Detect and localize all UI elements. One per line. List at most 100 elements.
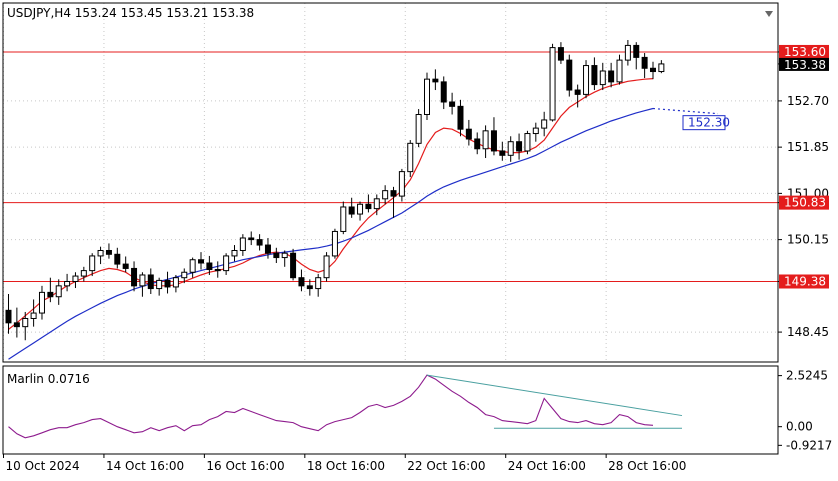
panel-frames: [2, 2, 779, 455]
candle-body: [432, 78, 439, 83]
candle-body: [256, 239, 263, 246]
bull-candle: [281, 250, 288, 267]
candle-body: [206, 262, 213, 271]
ma-forecast-line: [652, 107, 719, 115]
bull-candle: [80, 266, 87, 282]
candle-body: [541, 119, 548, 129]
current-price-tag: [779, 57, 829, 71]
bear-candle: [474, 132, 481, 155]
bull-candle: [331, 228, 338, 259]
bear-candle: [122, 256, 129, 273]
bull-candle: [22, 311, 29, 341]
time-tick-label: 28 Oct 16:00: [608, 459, 686, 473]
candle-body: [608, 70, 615, 83]
dropdown-triangle-icon[interactable]: [765, 11, 773, 17]
indicator-panel-frame: [2, 365, 779, 455]
candle-body: [72, 275, 79, 282]
bull-candle: [549, 43, 556, 122]
candle-body: [64, 280, 71, 287]
bull-candle: [323, 252, 330, 282]
bear-candle: [306, 279, 313, 296]
target-price-label: 152.30: [688, 116, 730, 130]
candle-body: [373, 198, 380, 210]
candle-body: [164, 279, 171, 288]
price-tick-label: 150.15: [787, 233, 829, 247]
bear-candle: [566, 54, 573, 97]
bull-candle: [624, 39, 631, 66]
bear-candle: [147, 268, 154, 295]
bull-candle: [97, 246, 104, 265]
time-tick-label: 24 Oct 16:00: [508, 459, 586, 473]
bear-candle: [348, 197, 355, 218]
bear-candle: [574, 84, 581, 108]
candle-body: [557, 47, 564, 61]
candle-body: [323, 255, 330, 279]
axes: 153.60153.38152.70151.85151.00150.83150.…: [3, 44, 832, 473]
bear-candle: [131, 261, 138, 292]
bull-candle: [424, 72, 430, 120]
candle-body: [583, 65, 590, 95]
candle-body: [181, 271, 188, 279]
candle-body: [474, 138, 481, 150]
candle-body: [105, 249, 112, 255]
candle-body: [357, 203, 364, 215]
candle-body: [114, 253, 121, 265]
candle-body: [331, 230, 338, 257]
bear-candle: [557, 42, 564, 64]
candle-body: [340, 206, 347, 232]
candle-body: [440, 81, 447, 103]
bull-candle: [599, 62, 606, 91]
bull-candle: [89, 253, 96, 277]
candle-body: [390, 190, 397, 197]
candle-body: [424, 78, 430, 116]
candle-body: [239, 237, 246, 251]
level-price-tag: [779, 195, 829, 210]
bull-candle: [181, 268, 188, 284]
marlin-indicator: [8, 374, 683, 439]
candle-body: [264, 244, 271, 254]
level-price-label: 149.38: [784, 274, 826, 288]
bear-candle: [198, 252, 205, 270]
bear-candle: [457, 99, 464, 137]
current-price-label: 153.38: [784, 58, 826, 72]
bear-candle: [641, 53, 648, 79]
candle-body: [5, 309, 12, 324]
chart-title: USDJPY,H4 153.24 153.45 153.21 153.38: [7, 6, 254, 20]
time-tick-label: 22 Oct 16:00: [407, 459, 485, 473]
candle-body: [591, 65, 598, 86]
bull-candle: [172, 274, 179, 293]
indicator-title: Marlin 0.0716: [7, 372, 90, 386]
candle-body: [189, 259, 196, 273]
candle-body: [315, 277, 322, 290]
candle-body: [55, 285, 62, 298]
candle-body: [633, 44, 640, 58]
candle-body: [566, 59, 573, 91]
bear-candle: [13, 307, 20, 338]
bear-candle: [365, 194, 372, 213]
bull-candle: [616, 54, 623, 85]
time-tick-label: 10 Oct 2024: [6, 459, 80, 473]
bull-candle: [532, 122, 539, 142]
candle-body: [290, 252, 297, 279]
moving-averages: 152.30: [8, 78, 730, 360]
level-price-label: 150.83: [784, 196, 826, 210]
candle-body: [13, 322, 20, 328]
bear-candle: [432, 69, 439, 91]
bear-candle: [390, 186, 397, 218]
candle-body: [599, 70, 606, 86]
indicator-tick-label: -0.9217: [786, 438, 832, 452]
candle-body: [549, 47, 556, 121]
bull-candle: [156, 277, 163, 296]
level-price-tag: [779, 274, 829, 289]
candle-body: [348, 206, 355, 215]
candle-body: [147, 274, 154, 290]
candle-body: [273, 252, 280, 259]
candle-body: [407, 142, 414, 173]
ma-fast-line: [8, 78, 654, 330]
candle-body: [80, 270, 87, 277]
candle-body: [38, 291, 45, 314]
candle-body: [22, 317, 29, 328]
